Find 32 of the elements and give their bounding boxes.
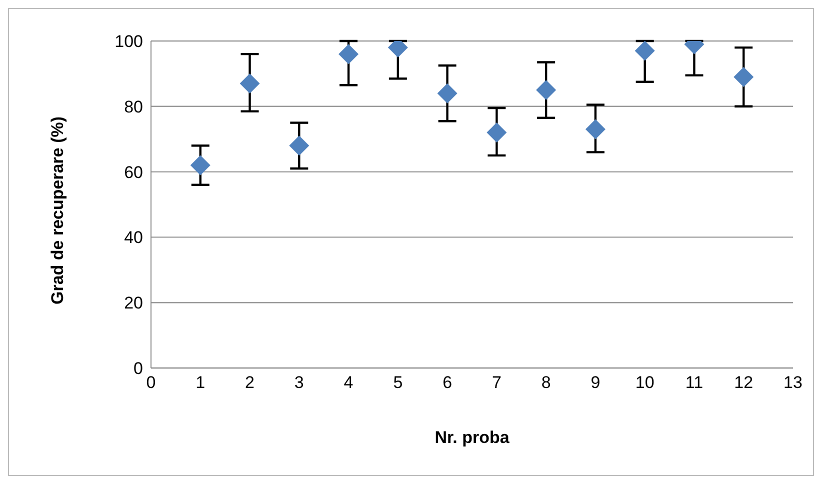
point [240, 74, 260, 94]
x-tick-label: 8 [541, 373, 551, 392]
x-tick-label: 13 [784, 373, 802, 392]
y-tick-label: 40 [124, 228, 143, 248]
point [289, 136, 310, 156]
y-tick-label: 60 [124, 162, 143, 182]
point [536, 80, 556, 100]
point [338, 44, 359, 64]
x-tick-label: 0 [146, 373, 156, 392]
y-axis-title: Grad de recuperare (%) [48, 116, 68, 304]
x-tick-label: 5 [393, 373, 403, 392]
point [486, 122, 507, 143]
x-axis-title: Nr. proba [434, 428, 510, 447]
x-tick-label: 3 [294, 373, 304, 392]
x-tick-label: 6 [442, 373, 452, 392]
x-tick-label: 11 [685, 373, 704, 392]
x-tick-label: 12 [734, 373, 754, 392]
y-tick-label: 20 [124, 294, 143, 313]
x-tick-label: 10 [635, 373, 654, 392]
x-tick-label: 7 [492, 373, 502, 392]
point [437, 83, 458, 104]
y-tick-label: 100 [114, 32, 143, 52]
point [190, 155, 210, 176]
y-tick-label: 80 [124, 97, 143, 116]
x-tick-label: 1 [196, 373, 206, 392]
x-tick-label: 4 [344, 373, 354, 392]
y-tick-label: 0 [134, 359, 143, 378]
point [734, 66, 754, 87]
point [634, 41, 655, 61]
x-tick-label: 2 [245, 373, 255, 392]
point [585, 119, 606, 140]
x-tick-label: 9 [590, 373, 600, 392]
